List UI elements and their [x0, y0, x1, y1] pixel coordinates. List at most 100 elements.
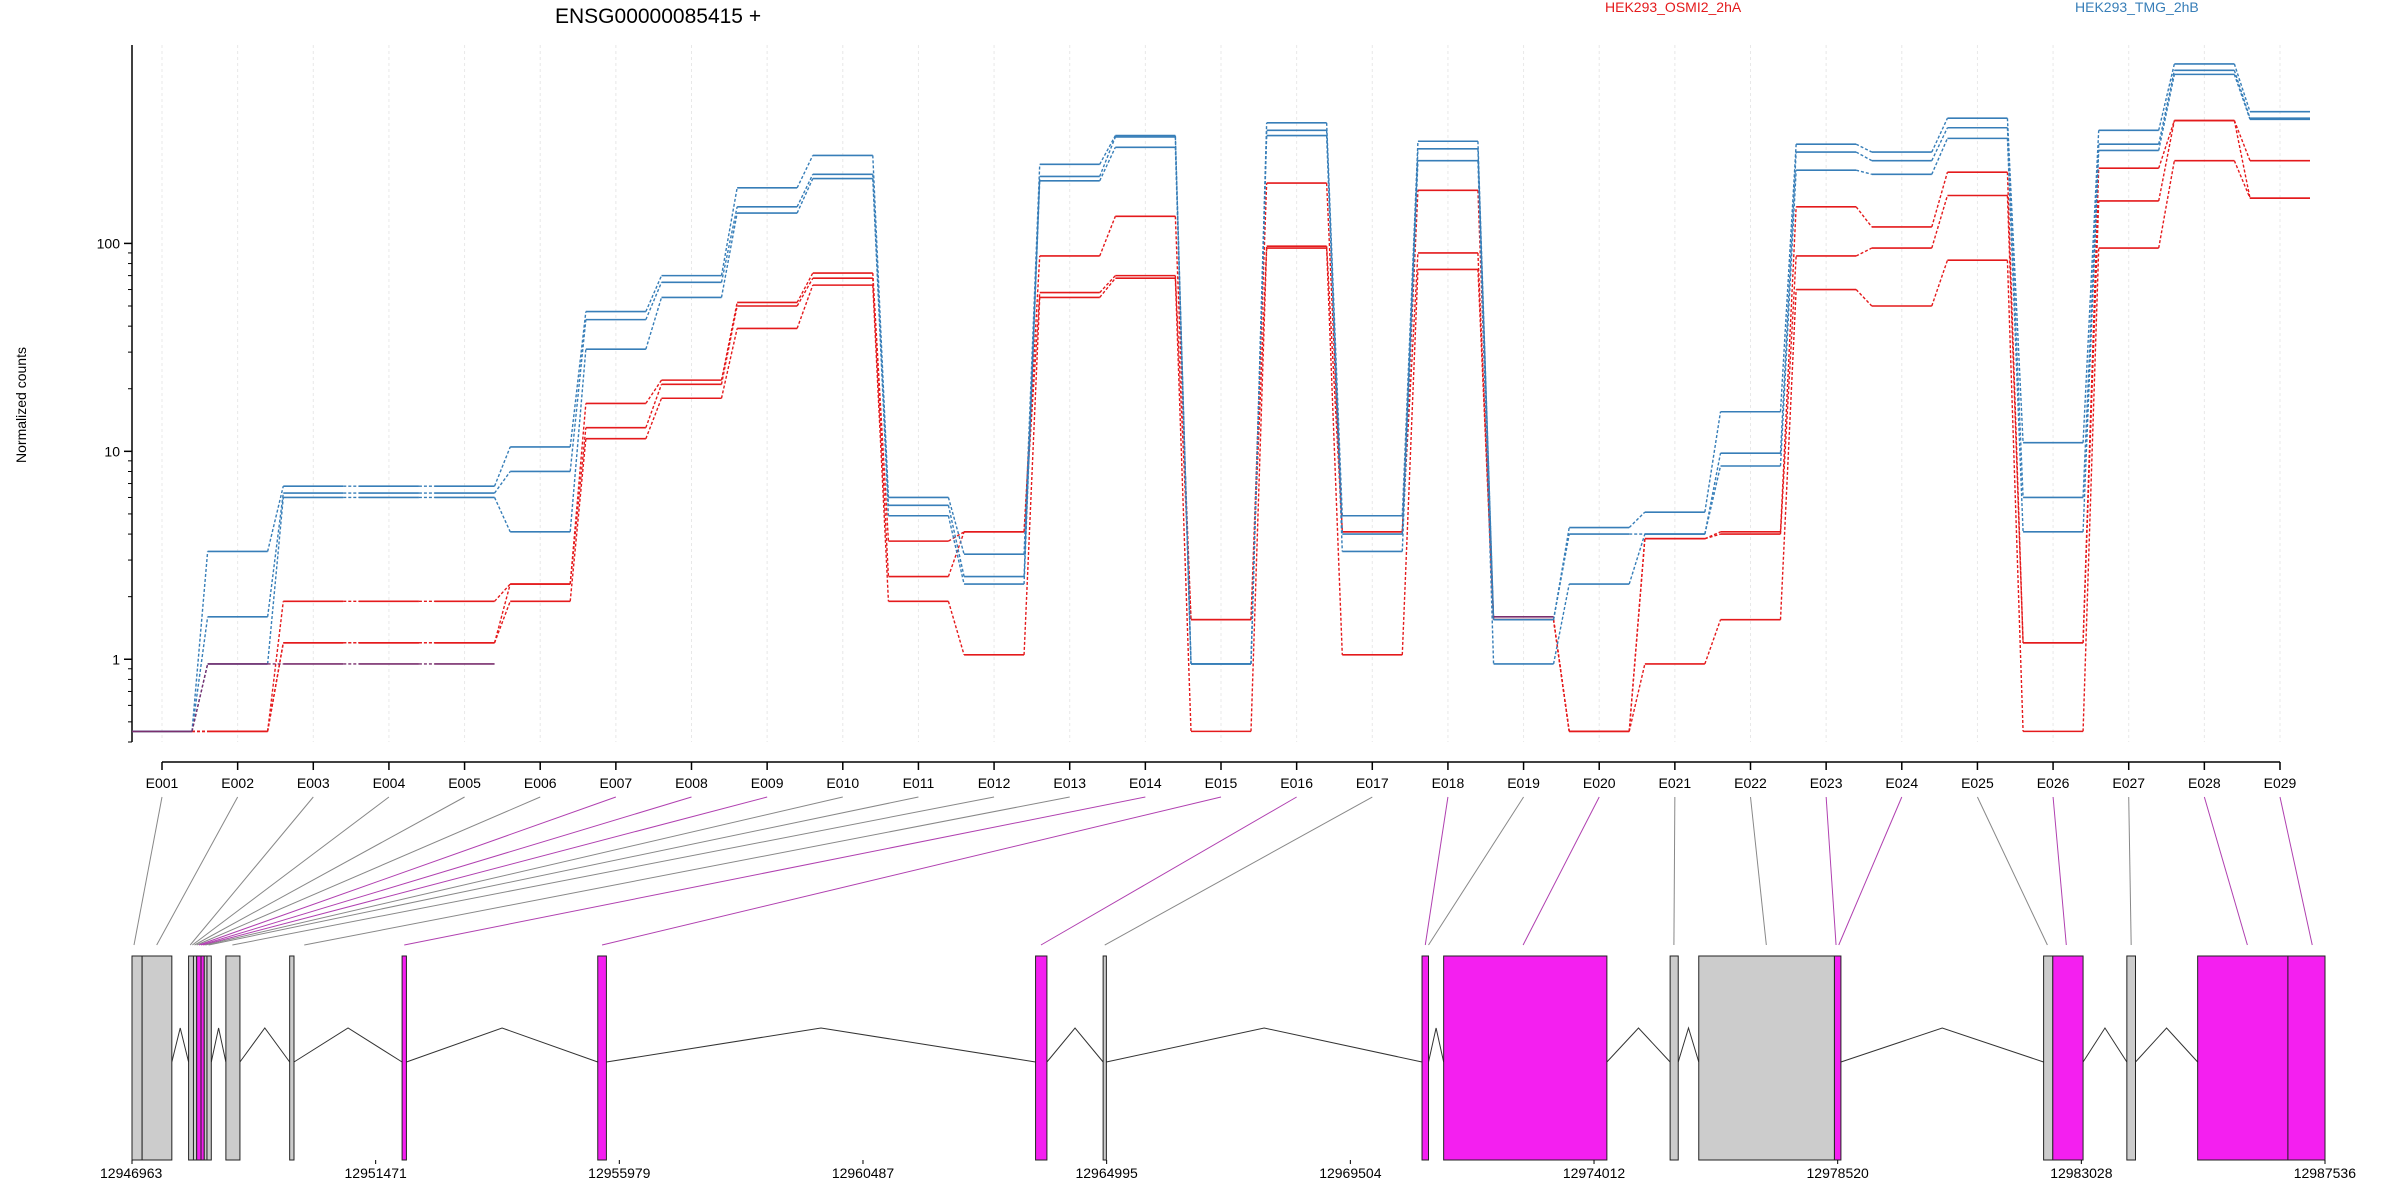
- exon-box: [2287, 955, 2326, 1161]
- series-connector: [1855, 289, 1873, 307]
- gene-model: 12946963 12951471 12955979 12960487 12964995…: [100, 955, 2356, 1181]
- series-connector: [1099, 135, 1116, 165]
- series-connector: [2082, 130, 2100, 443]
- series-line: [132, 159, 2310, 733]
- x-tick-label: E029: [2264, 775, 2297, 791]
- intron-line: [1677, 1026, 1700, 1063]
- series-connector: [1931, 172, 1949, 228]
- series-connector: [720, 305, 738, 385]
- series-connector: [1552, 583, 1570, 665]
- series-connector: [2006, 195, 2024, 643]
- exon-box: [401, 955, 407, 1161]
- exon-connector: [2279, 796, 2313, 946]
- series-connector: [569, 438, 587, 602]
- series-connector: [645, 379, 663, 404]
- x-tick-label: E013: [1053, 775, 1086, 791]
- series-connector: [1099, 216, 1117, 257]
- exon-connector: [192, 796, 390, 946]
- series-connector: [645, 398, 663, 439]
- intron-line: [239, 1027, 291, 1063]
- exon-connector: [1976, 796, 2048, 946]
- series-connector: [493, 497, 511, 533]
- series-connector: [191, 551, 209, 732]
- x-tick-label: E019: [1507, 775, 1540, 791]
- series-connector: [2233, 120, 2251, 161]
- series-connector: [494, 471, 511, 494]
- exon-box: [2052, 955, 2084, 1161]
- series-connector: [266, 642, 284, 732]
- x-tick-label: E014: [1129, 775, 1162, 791]
- series-connector: [1099, 277, 1116, 298]
- series-connector: [645, 275, 663, 312]
- coordinate-label: 12964995: [1075, 1165, 1138, 1181]
- series-connector: [2233, 63, 2251, 112]
- series-connector: [1174, 135, 1192, 664]
- exon-box: [1102, 955, 1107, 1161]
- intron-line: [406, 1027, 598, 1063]
- series-connector: [720, 328, 738, 399]
- series-connector: [1325, 135, 1343, 552]
- series-connector: [191, 616, 209, 732]
- series-connector: [645, 384, 663, 428]
- series-connector: [720, 212, 738, 298]
- series-line: [132, 73, 2310, 733]
- gridlines: [161, 45, 2281, 742]
- exon-connector: [1424, 796, 1449, 946]
- intron-line: [1428, 1027, 1445, 1063]
- series-connector: [2158, 160, 2176, 249]
- series-connector: [1174, 147, 1192, 664]
- series-connector: [796, 272, 814, 303]
- series-connector: [1099, 136, 1117, 177]
- series-connector: [2158, 70, 2176, 145]
- exon-connector: [133, 796, 163, 946]
- exon-box: [141, 955, 173, 1161]
- x-tick-label: E017: [1356, 775, 1389, 791]
- series-connector: [2158, 63, 2176, 131]
- series-line: [132, 616, 1554, 733]
- series-connector: [796, 155, 814, 189]
- exon-box: [1833, 955, 1842, 1161]
- exon-connector: [1522, 796, 1600, 946]
- x-tick-label: E009: [751, 775, 784, 791]
- y-axis-label: Normalized counts: [13, 347, 29, 463]
- series-connector: [1325, 248, 1343, 655]
- series-connector: [1552, 619, 1570, 732]
- intron-line: [1840, 1027, 2044, 1063]
- x-tick-label: E002: [221, 775, 254, 791]
- series-connector: [1401, 160, 1419, 552]
- x-tick-label: E020: [1583, 775, 1616, 791]
- exon-connector: [232, 796, 995, 946]
- coordinate-label: 12974012: [1563, 1165, 1626, 1181]
- exon-connector: [1673, 796, 1676, 946]
- series-connector: [947, 505, 965, 577]
- x-tick-label: E027: [2112, 775, 2145, 791]
- series-connector: [2082, 144, 2100, 498]
- exon-connector: [601, 796, 1222, 946]
- x-tick-label: E006: [524, 775, 557, 791]
- series-connector: [1250, 135, 1268, 664]
- intron-line: [1046, 1027, 1104, 1063]
- intron-line: [210, 1027, 227, 1063]
- x-tick-label: E015: [1205, 775, 1238, 791]
- series-connector: [2158, 74, 2176, 151]
- series-connector: [796, 284, 814, 329]
- series-connector: [645, 297, 663, 350]
- series-connector: [1931, 117, 1949, 153]
- series-connector: [720, 187, 738, 276]
- exon-box: [225, 955, 241, 1161]
- coordinate-label: 12960487: [832, 1165, 895, 1181]
- series-connector: [1099, 275, 1116, 294]
- exon-box: [2043, 955, 2054, 1161]
- x-tick-label: E012: [978, 775, 1011, 791]
- exon-connector: [404, 796, 1146, 946]
- intron-line: [2082, 1027, 2128, 1063]
- series-connector: [1779, 206, 1797, 532]
- y-tick-label: 100: [97, 235, 121, 251]
- series-connector: [2158, 120, 2176, 202]
- exon-box: [2126, 955, 2136, 1161]
- intron-line: [1106, 1027, 1423, 1063]
- legend-item-osmi: HEK293_OSMI2_2hA: [1605, 0, 1742, 15]
- exon-box: [188, 955, 194, 1161]
- series-connector: [947, 601, 965, 656]
- y-tick-label: 10: [104, 443, 120, 459]
